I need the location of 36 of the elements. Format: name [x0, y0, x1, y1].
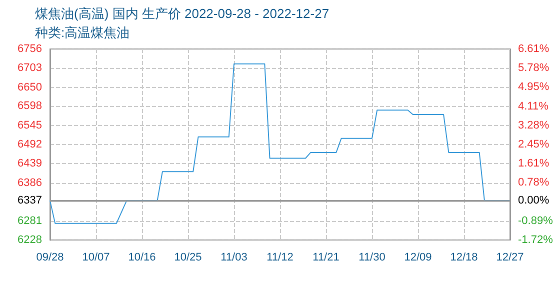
chart-title: 煤焦油(高温) 国内 生产价 2022-09-28 - 2022-12-27	[35, 6, 330, 21]
y2-tick-label: 4.11%	[518, 100, 549, 112]
y2-tick-label: 3.28%	[518, 119, 550, 132]
y2-tick-label: 2.45%	[518, 138, 550, 150]
y2-tick-label: -1.72%	[518, 234, 554, 246]
y-tick-label: 6492	[18, 138, 42, 150]
x-tick-label: 12/18	[450, 252, 478, 264]
y-tick-label: 6545	[18, 119, 42, 132]
y-tick-label: 6703	[18, 62, 42, 74]
x-tick-label: 11/21	[312, 252, 340, 264]
y2-tick-label: 5.78%	[518, 62, 550, 74]
y-tick-label: 6650	[18, 81, 42, 94]
x-tick-label: 10/25	[174, 252, 202, 264]
line-series	[50, 63, 510, 224]
x-tick-label: 11/12	[266, 252, 294, 264]
y2-tick-label: 4.95%	[518, 81, 550, 94]
y-tick-label: 6386	[18, 176, 42, 189]
x-tick-label: 10/07	[82, 252, 110, 264]
y-tick-label: 6439	[18, 158, 42, 170]
y2-tick-label: 0.00%	[518, 194, 550, 207]
y-tick-label: 6598	[18, 100, 42, 112]
y-tick-label: 6337	[18, 194, 42, 207]
y-tick-label: 6281	[18, 214, 42, 227]
y2-tick-label: 1.61%	[518, 158, 550, 170]
chart-subtitle: 种类:高温煤焦油	[35, 25, 130, 40]
y-tick-label: 6756	[18, 43, 42, 55]
y2-tick-label: 0.78%	[518, 176, 550, 189]
x-tick-label: 12/27	[496, 252, 524, 264]
x-tick-label: 10/16	[128, 252, 156, 264]
x-tick-label: 09/28	[36, 252, 64, 264]
x-tick-label: 11/30	[358, 252, 386, 264]
y2-tick-label: 6.61%	[518, 43, 550, 55]
y2-tick-label: -0.89%	[518, 214, 554, 227]
y-tick-label: 6228	[18, 234, 42, 246]
x-tick-label: 11/03	[220, 252, 248, 264]
x-tick-label: 12/09	[404, 252, 432, 264]
